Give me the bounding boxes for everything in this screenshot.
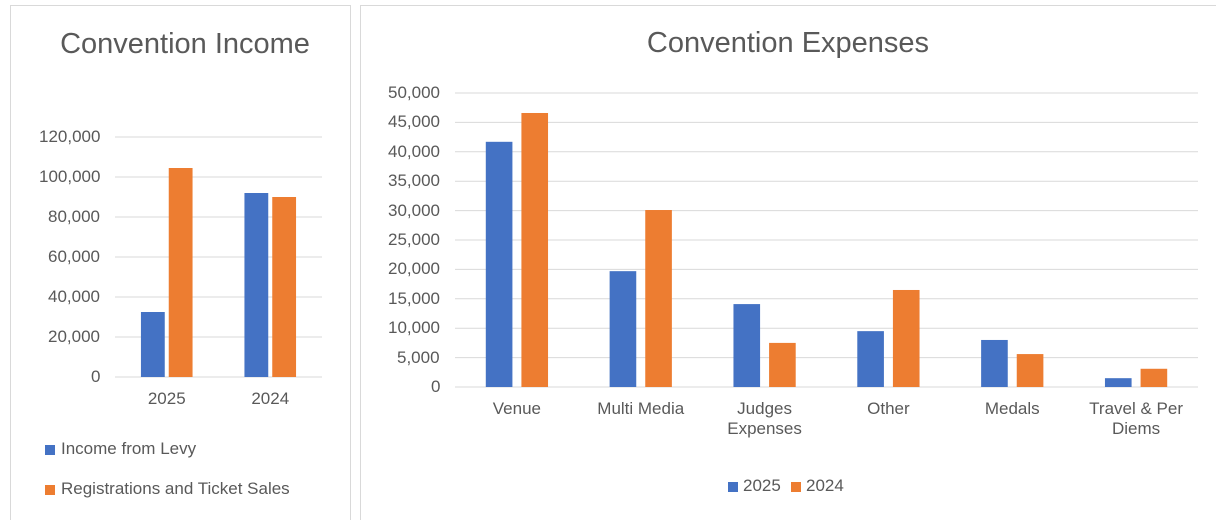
bar: [140, 312, 165, 377]
y-tick-label: 120,000: [39, 127, 101, 146]
chart-title: Convention Income: [60, 28, 310, 60]
bar: [733, 304, 761, 387]
x-tick-label: Judges Expenses: [727, 399, 802, 438]
y-tick-label: 60,000: [48, 247, 100, 266]
bar: [272, 197, 297, 377]
legend-swatch: [45, 485, 55, 495]
bar: [981, 339, 1008, 387]
y-tick-label: 80,000: [48, 207, 100, 226]
y-tick-label: 40,000: [48, 287, 100, 306]
legend-swatch: [45, 445, 55, 455]
legend-label: 2025: [743, 476, 781, 495]
legend-label: 2024: [806, 476, 844, 495]
y-tick-label: 45,000: [388, 112, 440, 132]
x-tick-label: 2025: [147, 389, 186, 408]
y-tick-label: 100,000: [39, 167, 101, 186]
bar: [521, 112, 549, 387]
x-tick-label: 2024: [251, 389, 290, 408]
legend-label: Income from Levy: [61, 439, 197, 458]
bar: [892, 289, 920, 387]
bar: [485, 141, 513, 387]
y-tick-label: 5,000: [397, 347, 440, 367]
bar: [1140, 368, 1168, 387]
chart-title: Convention Expenses: [646, 27, 930, 59]
bar: [609, 271, 637, 387]
y-tick-label: 15,000: [388, 288, 440, 308]
bar: [244, 193, 269, 377]
y-tick-label: 40,000: [388, 141, 440, 161]
legend-swatch: [791, 482, 801, 492]
y-tick-label: 20,000: [48, 327, 100, 346]
x-tick-label: Medals: [984, 399, 1040, 418]
y-tick-label: 25,000: [388, 230, 440, 249]
x-tick-label: Travel & Per Diems: [1089, 399, 1183, 438]
bar: [1016, 354, 1044, 387]
y-tick-label: 35,000: [388, 171, 440, 191]
bar: [1104, 378, 1132, 387]
x-tick-label: Other: [867, 399, 910, 418]
y-tick-label: 20,000: [388, 259, 440, 279]
y-tick-label: 0: [91, 367, 101, 386]
y-tick-label: 10,000: [388, 318, 440, 338]
x-tick-label: Venue: [492, 399, 542, 418]
y-tick-label: 0: [431, 377, 441, 396]
y-tick-label: 50,000: [388, 83, 440, 102]
legend-label: Registrations and Ticket Sales: [61, 479, 290, 498]
bar: [645, 210, 672, 387]
x-tick-label: Multi Media: [597, 399, 685, 418]
y-tick-label: 30,000: [388, 200, 440, 220]
bar: [168, 168, 193, 377]
bar: [857, 331, 884, 387]
legend-swatch: [728, 482, 738, 492]
bar: [769, 342, 796, 387]
